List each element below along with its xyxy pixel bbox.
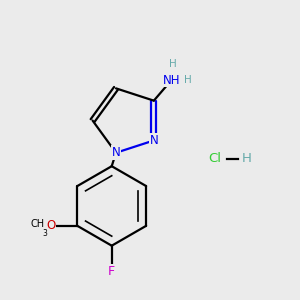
Text: CH: CH [31,219,45,229]
Text: Cl: Cl [208,152,221,165]
Text: H: H [169,59,177,69]
Text: N: N [112,146,120,159]
Text: H: H [184,75,192,85]
Text: F: F [108,265,115,278]
Text: 3: 3 [43,229,47,238]
Text: N: N [149,134,158,147]
Text: H: H [242,152,252,165]
Text: O: O [46,219,56,232]
Text: NH: NH [163,74,180,86]
